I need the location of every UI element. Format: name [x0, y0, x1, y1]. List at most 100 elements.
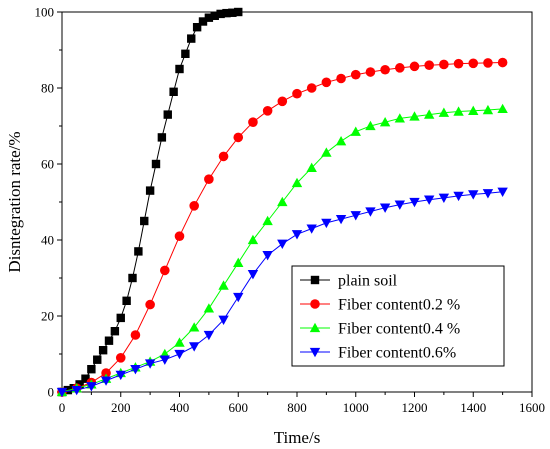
legend-box: [291, 265, 505, 367]
data-point: [98, 346, 108, 355]
data-point: [130, 330, 141, 340]
data-point: [115, 370, 126, 381]
data-point: [216, 9, 225, 19]
data-point: [188, 322, 200, 332]
legend-marker: [309, 322, 321, 333]
legend-label: Fiber content0.4 %: [338, 321, 460, 338]
y-tick-label: 100: [35, 5, 55, 20]
x-tick-label: 400: [170, 400, 190, 415]
data-point: [277, 96, 288, 107]
x-tick-label: 0: [59, 400, 66, 415]
data-point: [306, 83, 317, 93]
data-point: [101, 368, 111, 378]
y-tick-label: 80: [41, 81, 54, 96]
data-point: [163, 110, 172, 119]
x-tick-label: 600: [229, 400, 249, 415]
data-point: [497, 103, 508, 114]
data-point: [350, 69, 361, 80]
data-point: [210, 11, 219, 20]
data-point: [468, 190, 479, 200]
data-point: [365, 67, 376, 77]
data-point: [335, 214, 347, 225]
data-point: [482, 104, 494, 115]
legend-marker: [309, 347, 321, 358]
data-point: [145, 299, 155, 310]
data-point: [468, 105, 479, 115]
series-layer: [56, 7, 508, 398]
data-point: [218, 315, 229, 325]
data-point: [204, 174, 214, 184]
data-point: [292, 88, 302, 99]
data-point: [453, 58, 464, 69]
data-point: [424, 60, 434, 70]
data-point: [423, 195, 435, 205]
y-tick-label: 40: [41, 233, 54, 248]
legend-label: Fiber content0.2 %: [338, 297, 460, 314]
legend-marker: [310, 275, 320, 285]
data-point: [423, 109, 435, 119]
data-point: [145, 186, 155, 195]
data-point: [233, 132, 244, 143]
legend-label: Fiber content0.6%: [338, 345, 456, 362]
data-point: [395, 63, 405, 73]
legend: plain soil Fiber content0.2 % Fiber conten…: [291, 265, 505, 367]
data-point: [100, 376, 112, 386]
data-point: [379, 203, 391, 213]
data-point: [262, 215, 273, 226]
data-point: [81, 374, 90, 383]
data-point: [453, 106, 464, 116]
data-point: [336, 73, 346, 84]
data-point: [175, 64, 184, 74]
x-tick-label: 1000: [343, 400, 369, 415]
data-point: [306, 224, 317, 234]
y-axis: 0 20 40 60 80 100: [35, 5, 62, 400]
data-point: [218, 151, 229, 162]
data-point: [174, 337, 185, 347]
data-point: [116, 313, 125, 323]
y-axis-title: Disntegration rate/%: [5, 131, 24, 272]
y-tick-label: 60: [41, 157, 54, 172]
data-point: [234, 7, 243, 17]
data-point: [169, 87, 178, 96]
x-tick-label: 1600: [519, 400, 545, 415]
data-point: [218, 280, 229, 290]
data-point: [187, 34, 196, 43]
data-point: [160, 265, 170, 276]
data-point: [134, 247, 143, 256]
data-point: [497, 57, 508, 68]
data-point: [181, 49, 190, 58]
series-4: [56, 187, 508, 398]
data-point: [144, 359, 156, 369]
data-point: [350, 211, 361, 221]
data-point: [222, 8, 231, 18]
x-tick-label: 200: [111, 400, 131, 415]
data-point: [198, 17, 208, 26]
x-tick-label: 1400: [460, 400, 486, 415]
data-point: [203, 303, 215, 313]
data-point: [86, 382, 97, 392]
data-point: [204, 13, 214, 22]
y-tick-label: 20: [41, 309, 54, 324]
data-point: [122, 296, 131, 305]
data-point: [306, 162, 317, 172]
data-point: [87, 365, 96, 374]
data-point: [394, 200, 406, 210]
data-point: [151, 159, 161, 169]
data-point: [248, 117, 258, 127]
data-point: [291, 177, 303, 188]
data-point: [438, 193, 450, 204]
data-point: [56, 387, 68, 398]
data-point: [409, 61, 420, 72]
data-point: [409, 111, 420, 121]
y-tick-label: 0: [48, 385, 55, 400]
data-point: [277, 239, 288, 249]
data-point: [483, 58, 493, 68]
data-point: [291, 230, 303, 240]
series-1: [57, 7, 243, 397]
data-point: [409, 197, 420, 208]
legend-marker: [310, 299, 320, 309]
data-point: [262, 251, 273, 261]
data-point: [321, 147, 332, 157]
data-point: [321, 218, 332, 229]
data-point: [188, 342, 200, 352]
